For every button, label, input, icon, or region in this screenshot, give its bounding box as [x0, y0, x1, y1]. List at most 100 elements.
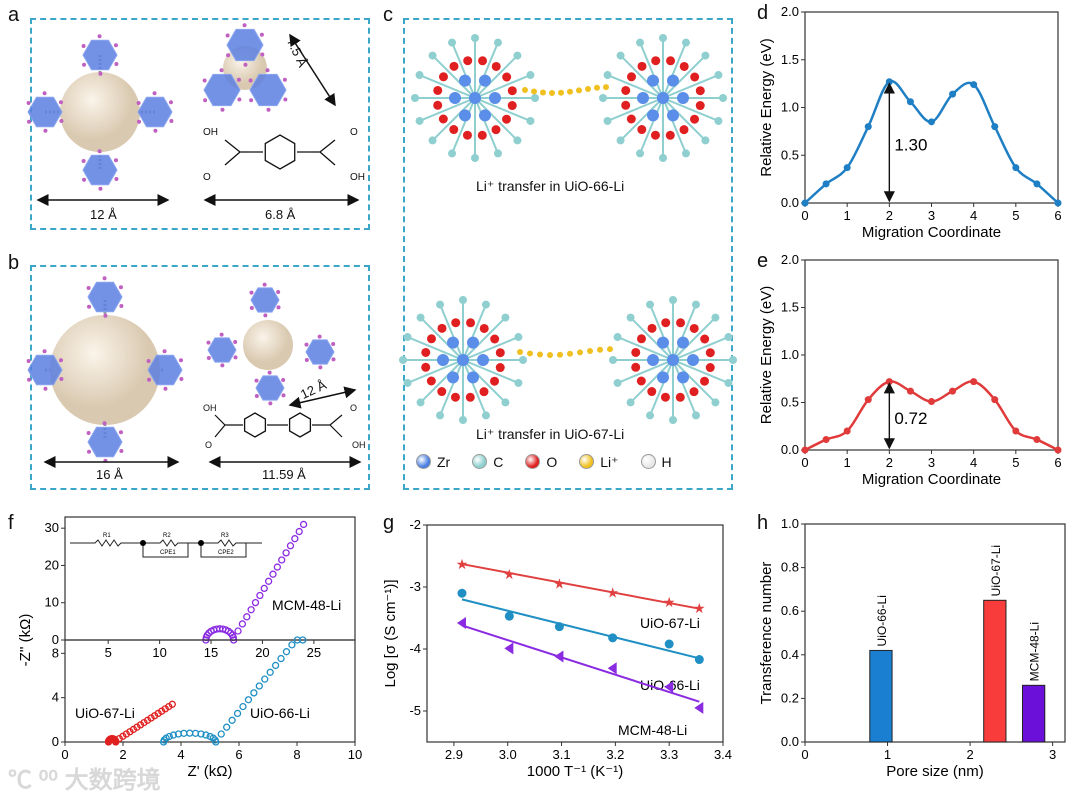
atom-o [449, 61, 459, 71]
zr-cluster-icon [202, 68, 242, 112]
atom [26, 101, 31, 106]
atom-o [647, 387, 657, 397]
data-point [843, 164, 851, 172]
atom-li [549, 89, 555, 96]
atom-o [666, 56, 676, 66]
y-axis-label: Log [σ (S cm⁻¹)] [382, 579, 399, 687]
bond [451, 42, 476, 99]
atom [263, 313, 268, 318]
legend-label: C [493, 454, 504, 470]
x-tick-label: 4 [177, 747, 184, 762]
cluster-shape [226, 28, 264, 62]
caption-uio67: Li⁺ transfer in UiO-67-Li [476, 426, 625, 442]
bond [439, 304, 464, 361]
legend-item: C [472, 454, 503, 471]
atom-o [637, 125, 647, 135]
atom-zr [447, 371, 459, 384]
atom-o [426, 334, 436, 344]
atom-li [594, 84, 600, 91]
mof-node-icon [399, 296, 527, 424]
series-label: MCM-48-Li [618, 722, 687, 738]
y-tick-label: 20 [45, 557, 59, 572]
chem-label: O [205, 440, 213, 450]
y-tick-label: 1.5 [781, 300, 799, 315]
atom-zr [479, 109, 491, 122]
zr-cluster-icon [146, 349, 184, 391]
atom-o [479, 387, 489, 397]
y-tick-label: 0.0 [781, 734, 799, 749]
atom-c [403, 378, 412, 387]
x-tick-label: 3.1 [553, 747, 571, 762]
atom [114, 176, 119, 181]
atom-c [416, 313, 425, 322]
atom-c [501, 313, 510, 322]
atom-c [415, 116, 424, 125]
cluster-shape [27, 96, 63, 128]
data-point [169, 731, 178, 739]
atom-o [502, 114, 512, 124]
y-tick-label: -5 [409, 703, 421, 718]
data-point [843, 427, 851, 435]
atom-o [636, 376, 646, 386]
atom [152, 91, 157, 96]
watermark-logo: ℃ ⁰⁰ 大数跨境 [8, 767, 161, 794]
atom-zr [647, 109, 659, 122]
bond [431, 54, 476, 99]
atom-o [490, 334, 500, 344]
atom [59, 376, 64, 381]
atom-c [691, 411, 700, 420]
atom [136, 101, 141, 106]
atom-o [438, 72, 448, 82]
atom-c [729, 356, 737, 364]
atom [260, 52, 265, 57]
data-point: ★ [606, 585, 619, 601]
atom [102, 276, 107, 281]
atom-c [448, 149, 457, 158]
y-tick-label: -2 [409, 517, 421, 532]
chem-label: OH [203, 127, 218, 138]
atom-c [613, 378, 622, 387]
atom-legend: Zr C O Li⁺ H [416, 454, 672, 471]
y-tick-label: 0.0 [781, 195, 799, 210]
atom-li [577, 349, 583, 356]
bond [474, 74, 531, 99]
x-tick-label: 1 [844, 455, 851, 470]
x-tick-label: 10 [152, 645, 166, 660]
data-point [165, 732, 173, 741]
atom-c [448, 38, 457, 47]
atom [97, 34, 102, 39]
cluster-shape [203, 73, 241, 107]
bond [617, 359, 674, 384]
data-point: ★ [693, 600, 706, 616]
atom-dot-icon [416, 454, 431, 469]
zr-cluster-icon [206, 332, 238, 368]
data-point [291, 535, 299, 543]
x-tick-label: 0 [801, 208, 808, 223]
dim-a-12: 12 Å [90, 207, 117, 222]
data-point [664, 680, 674, 693]
zr-cluster-icon [81, 34, 119, 76]
panel-label-c: c [383, 4, 393, 26]
data-point [554, 622, 564, 632]
panel-label-b: b [8, 252, 20, 274]
atom [147, 377, 152, 382]
atom [267, 370, 272, 375]
atom-o [665, 130, 675, 140]
bond [662, 97, 719, 122]
y-tick-label: 1.5 [781, 52, 799, 67]
atom-dot-icon [472, 454, 488, 469]
atom [266, 107, 271, 112]
atom-o [689, 323, 699, 333]
y-axis-label: Transference number [758, 562, 775, 705]
atom-c [701, 136, 710, 145]
atom-o [507, 86, 517, 96]
atom-c [669, 296, 677, 304]
y-tick-label: 2.0 [781, 4, 799, 19]
atom-zr [677, 92, 689, 104]
data-point: ★ [456, 556, 469, 572]
cluster-shape [87, 281, 123, 313]
atom-li [558, 89, 564, 96]
y-tick-label: -3 [409, 579, 421, 594]
